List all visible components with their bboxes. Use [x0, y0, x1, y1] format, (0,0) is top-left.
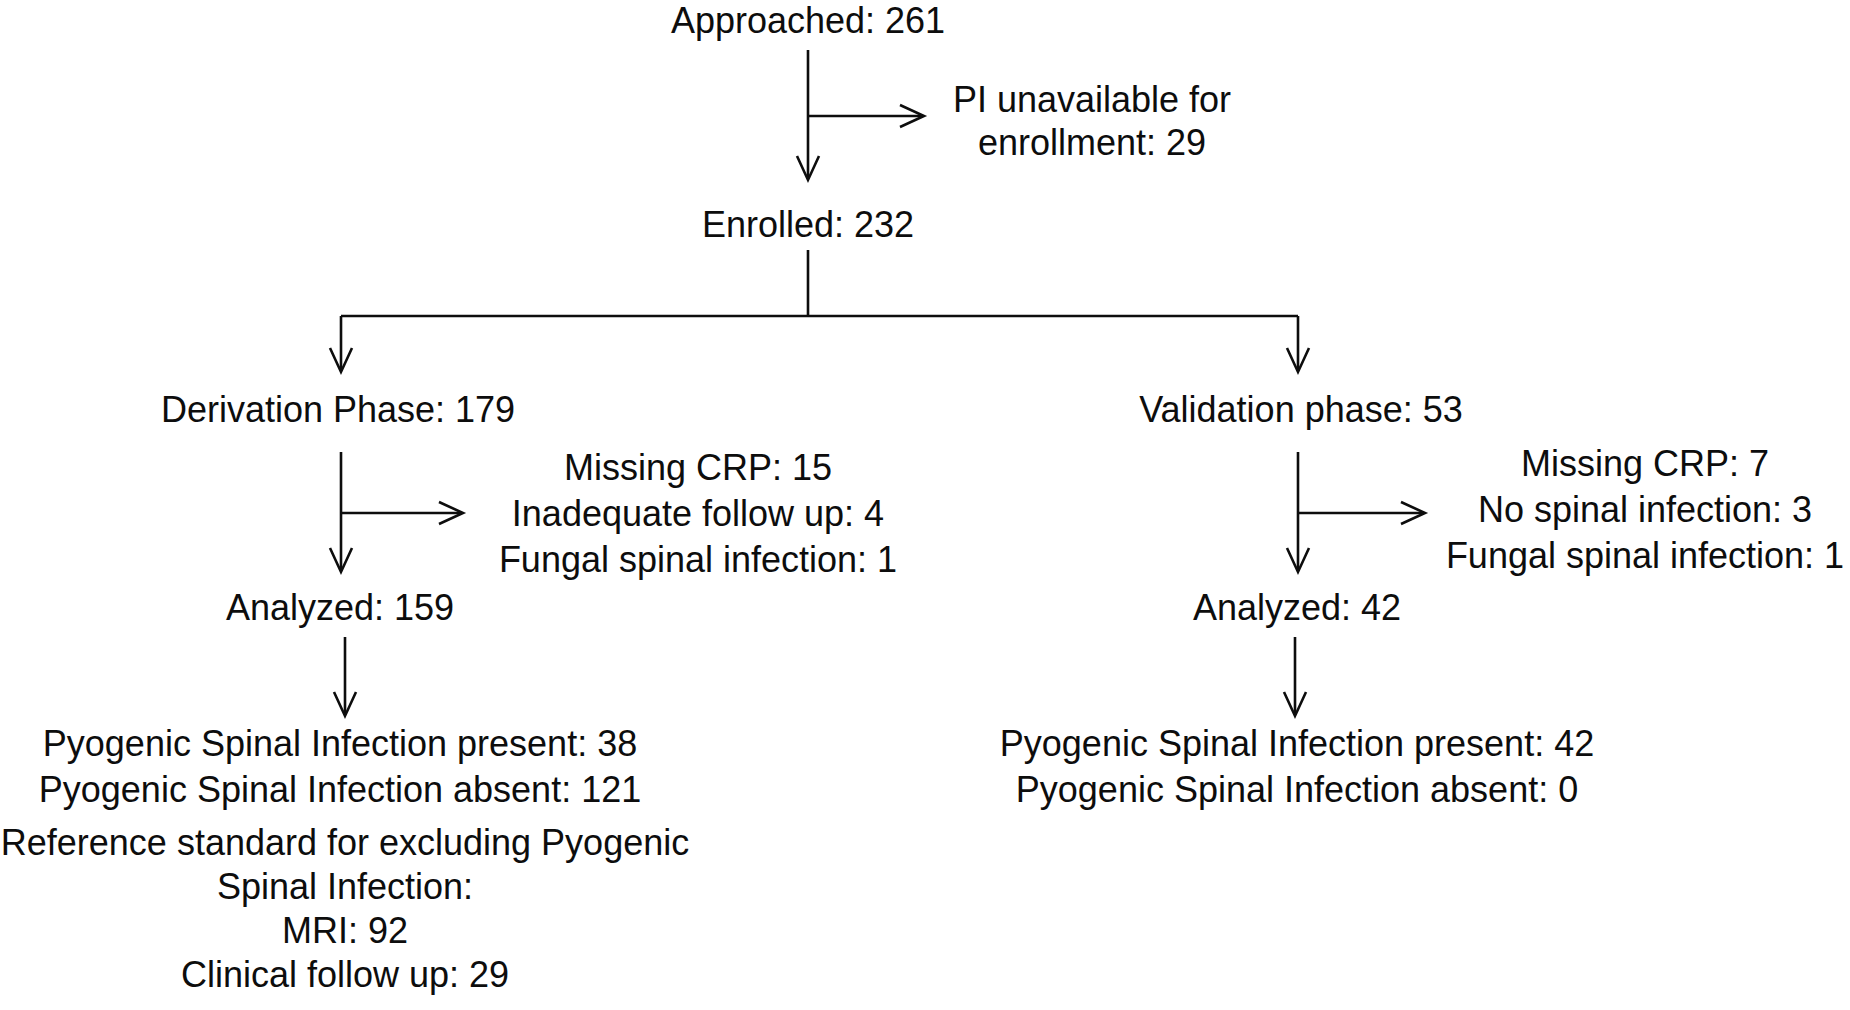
reference-standard-node: Reference standard for excluding Pyogeni… — [1, 821, 689, 997]
approached-node: Approached: 261 — [671, 0, 945, 44]
validation-phase-node: Validation phase: 53 — [1139, 387, 1463, 433]
enrolled-label: Enrolled: 232 — [702, 202, 914, 248]
arrow-split-to-validation — [1287, 316, 1309, 372]
validation-outcome-line-1: Pyogenic Spinal Infection present: 42 — [1000, 721, 1594, 767]
validation-exclusion-line-3: Fungal spinal infection: 1 — [1446, 533, 1844, 579]
approached-label: Approached: 261 — [671, 0, 945, 44]
arrow-split-to-derivation — [330, 316, 352, 372]
derivation-exclusions-node: Missing CRP: 15 Inadequate follow up: 4 … — [499, 445, 897, 583]
validation-outcome-line-2: Pyogenic Spinal Infection absent: 0 — [1000, 767, 1594, 813]
validation-phase-label: Validation phase: 53 — [1139, 387, 1463, 433]
derivation-phase-node: Derivation Phase: 179 — [161, 387, 515, 433]
derivation-analyzed-node: Analyzed: 159 — [226, 585, 454, 631]
derivation-outcome-node: Pyogenic Spinal Infection present: 38 Py… — [39, 721, 641, 813]
reference-standard-line-2: Spinal Infection: — [1, 865, 689, 909]
reference-standard-line-3: MRI: 92 — [1, 909, 689, 953]
derivation-analyzed-label: Analyzed: 159 — [226, 585, 454, 631]
validation-outcome-node: Pyogenic Spinal Infection present: 42 Py… — [1000, 721, 1594, 813]
enrolled-node: Enrolled: 232 — [702, 202, 914, 248]
validation-analyzed-label: Analyzed: 42 — [1193, 585, 1401, 631]
derivation-outcome-line-1: Pyogenic Spinal Infection present: 38 — [39, 721, 641, 767]
derivation-exclusion-line-3: Fungal spinal infection: 1 — [499, 537, 897, 583]
derivation-outcome-line-2: Pyogenic Spinal Infection absent: 121 — [39, 767, 641, 813]
derivation-exclusion-line-2: Inadequate follow up: 4 — [499, 491, 897, 537]
pi-unavailable-line-1: PI unavailable for — [953, 78, 1231, 121]
pi-unavailable-line-2: enrollment: 29 — [953, 121, 1231, 164]
reference-standard-line-4: Clinical follow up: 29 — [1, 953, 689, 997]
validation-exclusion-line-2: No spinal infection: 3 — [1446, 487, 1844, 533]
flow-diagram: Approached: 261 PI unavailable for enrol… — [0, 0, 1850, 1010]
validation-exclusions-node: Missing CRP: 7 No spinal infection: 3 Fu… — [1446, 441, 1844, 579]
arrow-branch-validation-exclusions — [1298, 502, 1425, 524]
derivation-phase-label: Derivation Phase: 179 — [161, 387, 515, 433]
derivation-exclusion-line-1: Missing CRP: 15 — [499, 445, 897, 491]
pi-unavailable-node: PI unavailable for enrollment: 29 — [953, 78, 1231, 164]
arrow-branch-pi-unavailable — [808, 105, 924, 127]
validation-exclusion-line-1: Missing CRP: 7 — [1446, 441, 1844, 487]
reference-standard-line-1: Reference standard for excluding Pyogeni… — [1, 821, 689, 865]
arrow-derivation-analyzed-to-outcome — [334, 637, 356, 716]
arrow-validation-analyzed-to-outcome — [1284, 637, 1306, 716]
validation-analyzed-node: Analyzed: 42 — [1193, 585, 1401, 631]
arrow-branch-derivation-exclusions — [341, 502, 463, 524]
